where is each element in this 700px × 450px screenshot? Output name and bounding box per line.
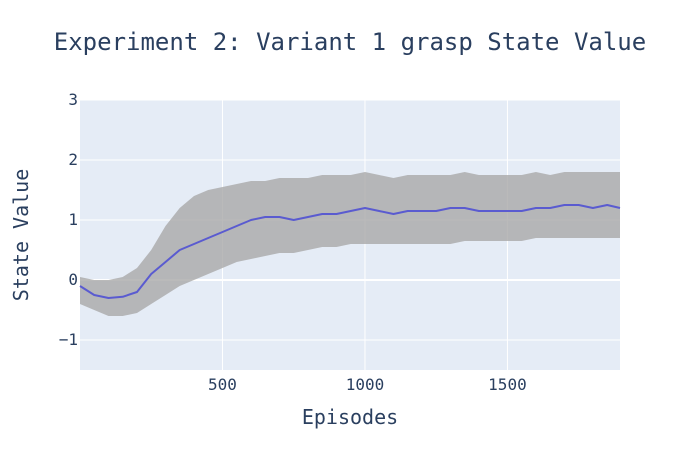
x-tick-label: 1500 xyxy=(488,375,527,394)
y-tick-label: 0 xyxy=(68,270,78,289)
confidence-band-layer xyxy=(80,172,620,316)
y-axis-title: State Value xyxy=(9,169,33,301)
y-tick-label: 1 xyxy=(68,210,78,229)
x-axis-title: Episodes xyxy=(302,405,398,429)
mean-line-layer xyxy=(79,204,621,299)
y-axis-ticks: −1 0 1 2 3 xyxy=(59,90,78,349)
chart-title: Experiment 2: Variant 1 grasp State Valu… xyxy=(54,28,646,56)
mean-line xyxy=(79,204,621,299)
x-tick-label: 1000 xyxy=(346,375,385,394)
y-tick-label: −1 xyxy=(59,330,78,349)
x-tick-label: 500 xyxy=(208,375,237,394)
y-tick-label: 2 xyxy=(68,150,78,169)
y-tick-label: 3 xyxy=(68,90,78,109)
x-axis-ticks: 500 1000 1500 xyxy=(208,375,527,394)
confidence-band xyxy=(80,172,620,316)
